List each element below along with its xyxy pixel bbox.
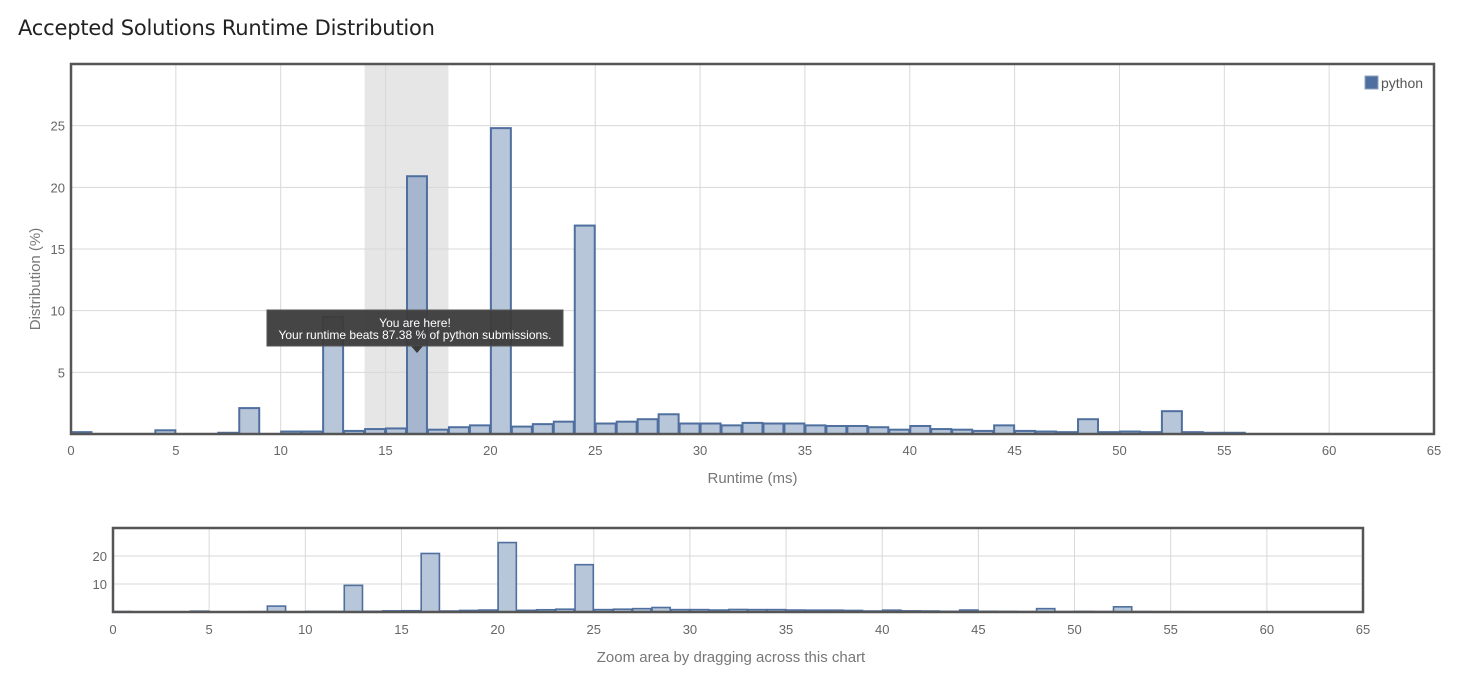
bar-27ms[interactable] xyxy=(636,418,659,436)
x-tick-label: 60 xyxy=(1260,622,1274,637)
x-tick-label: 15 xyxy=(394,622,408,637)
x-tick-label: 5 xyxy=(206,622,213,637)
bar-31ms[interactable] xyxy=(720,424,743,436)
x-axis-title: Zoom area by dragging across this chart xyxy=(597,649,866,666)
bar-26ms[interactable] xyxy=(615,420,638,435)
main-chart[interactable]: 0 5 10 15 20 25 30 35 40 45 50 55 60 65 5 10 15 20 25 Runti… xyxy=(27,62,1441,487)
bar-16ms[interactable] xyxy=(420,552,441,613)
x-tick-label: 20 xyxy=(483,443,497,458)
plot-frame xyxy=(111,526,1365,614)
bar-34ms[interactable] xyxy=(783,422,806,435)
bar-52ms[interactable] xyxy=(1160,410,1183,435)
plot-frame xyxy=(69,62,1436,436)
zoom-navigator-chart[interactable]: 0 5 10 15 20 25 30 35 40 45 50 55 60 65 10 20 Zoom area … xyxy=(93,526,1371,666)
bar-22ms[interactable] xyxy=(531,423,554,435)
x-tick-label: 25 xyxy=(588,443,602,458)
y-tick-label: 10 xyxy=(51,304,65,319)
tooltip-line-2: Your runtime beats 87.38 % of python sub… xyxy=(278,328,551,342)
x-tick-label: 15 xyxy=(378,443,392,458)
x-tick-label: 55 xyxy=(1217,443,1231,458)
bar-16ms[interactable] xyxy=(406,175,428,435)
page-title: Accepted Solutions Runtime Distribution xyxy=(18,16,435,40)
y-axis-title: Distribution (%) xyxy=(27,228,44,331)
bar-48ms[interactable] xyxy=(1077,418,1099,436)
x-tick-label: 10 xyxy=(273,443,287,458)
bar-44ms[interactable] xyxy=(993,424,1016,436)
y-tick-label: 20 xyxy=(51,180,65,195)
y-tick-label: 5 xyxy=(58,365,65,380)
bar-29ms[interactable] xyxy=(678,422,701,435)
x-tick-label: 30 xyxy=(683,622,697,637)
bar-33ms[interactable] xyxy=(762,422,785,435)
x-tick-label: 65 xyxy=(1427,443,1441,458)
y-tick-label: 15 xyxy=(51,242,65,257)
bar-32ms[interactable] xyxy=(741,421,764,435)
x-tick-label: 25 xyxy=(587,622,601,637)
bar-23ms[interactable] xyxy=(552,420,575,435)
x-tick-label: 10 xyxy=(298,622,312,637)
bar-20ms[interactable] xyxy=(497,541,518,613)
bar-25ms[interactable] xyxy=(594,422,617,435)
x-tick-label: 40 xyxy=(903,443,917,458)
bar-20ms[interactable] xyxy=(489,127,512,435)
x-tick-label: 40 xyxy=(875,622,889,637)
legend-label-python: python xyxy=(1381,75,1423,91)
x-tick-label: 50 xyxy=(1067,622,1081,637)
legend-swatch-python xyxy=(1364,75,1379,90)
x-tick-label: 35 xyxy=(798,443,812,458)
x-tick-label: 0 xyxy=(109,622,116,637)
x-tick-label: 20 xyxy=(490,622,504,637)
bar-24ms[interactable] xyxy=(574,563,595,613)
x-tick-label: 55 xyxy=(1163,622,1177,637)
x-tick-label: 50 xyxy=(1112,443,1126,458)
x-tick-label: 60 xyxy=(1322,443,1336,458)
x-tick-label: 45 xyxy=(1007,443,1021,458)
x-tick-label: 5 xyxy=(172,443,179,458)
x-tick-label: 0 xyxy=(67,443,74,458)
legend[interactable]: python xyxy=(1364,75,1423,91)
x-tick-label: 65 xyxy=(1356,622,1370,637)
x-axis-title: Runtime (ms) xyxy=(707,470,797,487)
tooltip-arrow xyxy=(410,346,423,353)
x-tick-label: 35 xyxy=(779,622,793,637)
y-tick-label: 25 xyxy=(51,119,65,134)
bar-30ms[interactable] xyxy=(699,422,722,435)
bar-28ms[interactable] xyxy=(657,413,680,435)
x-tick-label: 30 xyxy=(693,443,707,458)
bar-12ms[interactable] xyxy=(343,584,364,613)
y-tick-label: 10 xyxy=(93,577,107,592)
bar-35ms[interactable] xyxy=(804,424,827,436)
bar-19ms[interactable] xyxy=(468,424,491,436)
y-tick-label: 20 xyxy=(93,549,107,564)
x-tick-label: 45 xyxy=(971,622,985,637)
bar-24ms[interactable] xyxy=(573,224,596,435)
tooltip-line-1: You are here! xyxy=(379,316,451,330)
tooltip-box xyxy=(266,309,564,347)
runtime-tooltip: You are here!Your runtime beats 87.38 % … xyxy=(266,309,564,353)
bar-8ms[interactable] xyxy=(238,407,261,436)
